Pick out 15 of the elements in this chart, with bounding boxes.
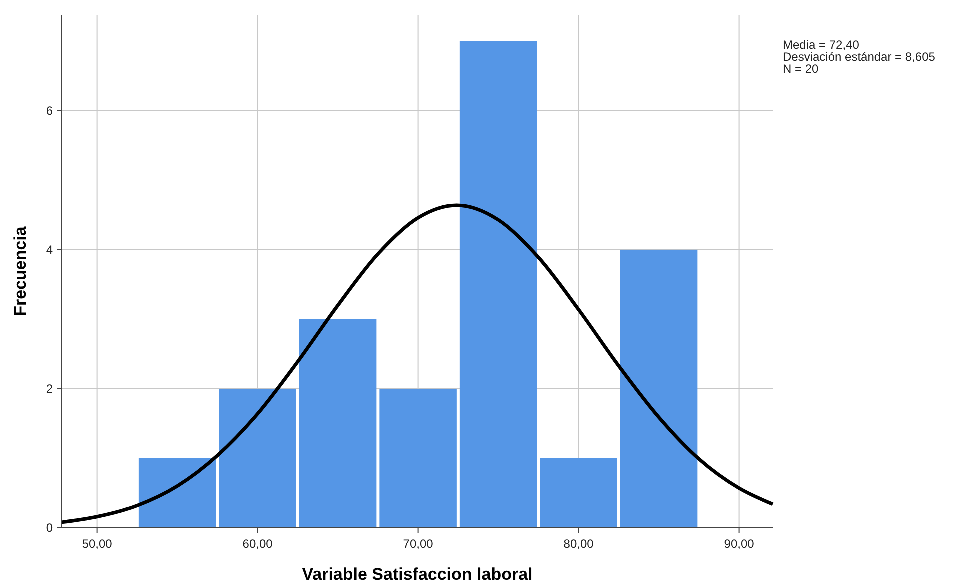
y-tick-label: 2: [46, 382, 54, 396]
x-tick-label: 60,00: [242, 537, 274, 551]
text: Media = 72,40: [783, 38, 860, 52]
y-tick-label: 0: [46, 521, 54, 535]
text: Desviación estándar = 8,605: [783, 50, 936, 64]
x-tick-label: 70,00: [403, 537, 434, 551]
y-tick-label: 6: [46, 104, 54, 118]
text: N = 20: [783, 62, 820, 76]
x-axis-title: Variable Satisfaccion laboral: [302, 565, 533, 584]
x-tick-label: 50,00: [82, 537, 113, 551]
y-tick-label: 4: [46, 242, 54, 257]
x-tick-label: 90,00: [724, 537, 755, 551]
y-axis-title: Frecuencia: [11, 226, 30, 316]
x-tick-label: 80,00: [564, 537, 594, 551]
line-series: [60, 204, 775, 524]
